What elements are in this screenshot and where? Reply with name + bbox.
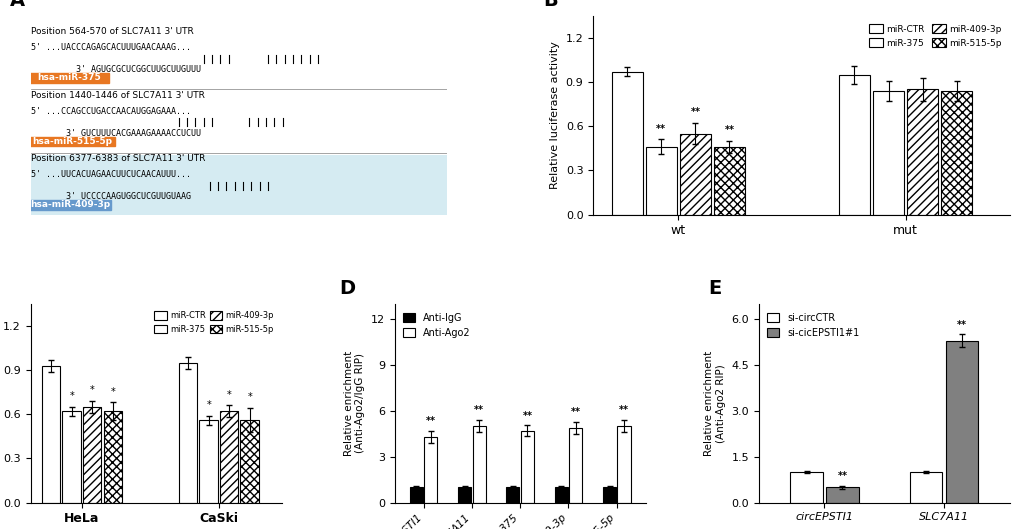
Y-axis label: Relative enrichment
(Anti-Ago2 RIP): Relative enrichment (Anti-Ago2 RIP) <box>703 351 725 456</box>
Legend: si-circCTR, si-cicEPSTI1#1: si-circCTR, si-cicEPSTI1#1 <box>763 309 862 341</box>
Bar <box>472 426 485 503</box>
Bar <box>458 487 471 503</box>
Text: *: * <box>90 385 95 395</box>
Y-axis label: Relative luciferase activity: Relative luciferase activity <box>549 41 559 189</box>
FancyBboxPatch shape <box>30 73 108 83</box>
Bar <box>103 412 122 503</box>
Text: hsa-miR-409-3p: hsa-miR-409-3p <box>31 200 110 209</box>
Legend: miR-CTR, miR-375, miR-409-3p, miR-515-5p: miR-CTR, miR-375, miR-409-3p, miR-515-5p <box>151 308 277 337</box>
Text: A: A <box>10 0 24 10</box>
Bar <box>909 472 942 503</box>
Text: hsa-miR-375: hsa-miR-375 <box>38 74 101 83</box>
Bar <box>839 75 869 215</box>
FancyBboxPatch shape <box>30 200 110 210</box>
Text: 5' ...UUCACUAGAACUUCUCAACAUUU...: 5' ...UUCACUAGAACUUCUCAACAUUU... <box>31 170 191 179</box>
Text: **: ** <box>474 405 484 415</box>
Bar <box>941 91 971 215</box>
Text: 5' ...UACCCAGAGCACUUUGAACAAAG...: 5' ...UACCCAGAGCACUUUGAACAAAG... <box>31 43 191 52</box>
Text: **: ** <box>723 125 734 135</box>
Text: **: ** <box>690 107 700 117</box>
Bar <box>220 412 238 503</box>
Bar <box>83 407 101 503</box>
FancyBboxPatch shape <box>30 154 447 215</box>
Text: *: * <box>110 387 115 397</box>
Bar <box>410 487 423 503</box>
Bar <box>680 134 710 215</box>
Text: hsa-miR-515-5p: hsa-miR-515-5p <box>33 137 112 146</box>
Text: B: B <box>542 0 557 10</box>
FancyBboxPatch shape <box>30 136 115 147</box>
Bar <box>790 472 822 503</box>
Text: E: E <box>708 279 721 298</box>
Bar <box>713 147 744 215</box>
Text: **: ** <box>571 407 580 417</box>
Bar <box>554 487 568 503</box>
Text: **: ** <box>655 124 665 134</box>
Bar <box>611 72 642 215</box>
Text: *: * <box>226 389 231 399</box>
Text: 3' UCCCCAAGUGGCUCGUUGUAAG: 3' UCCCCAAGUGGCUCGUUGUAAG <box>31 192 191 201</box>
Bar <box>506 487 519 503</box>
Legend: miR-CTR, miR-375, miR-409-3p, miR-515-5p: miR-CTR, miR-375, miR-409-3p, miR-515-5p <box>865 21 1005 51</box>
Text: Position 6377-6383 of SLC7A11 3' UTR: Position 6377-6383 of SLC7A11 3' UTR <box>31 154 205 163</box>
Text: **: ** <box>426 416 435 426</box>
Legend: Anti-IgG, Anti-Ago2: Anti-IgG, Anti-Ago2 <box>399 309 474 341</box>
Bar <box>521 431 533 503</box>
Bar <box>199 420 218 503</box>
Text: **: ** <box>837 471 847 481</box>
Bar <box>178 363 197 503</box>
Bar <box>616 426 630 503</box>
Text: **: ** <box>522 411 532 421</box>
Bar <box>62 412 81 503</box>
Bar <box>569 427 582 503</box>
Text: Position 1440-1446 of SLC7A11 3' UTR: Position 1440-1446 of SLC7A11 3' UTR <box>31 91 204 100</box>
Text: *: * <box>247 393 252 403</box>
Text: *: * <box>69 391 74 401</box>
Bar <box>825 487 858 503</box>
Bar <box>240 420 259 503</box>
Text: D: D <box>339 279 356 298</box>
Y-axis label: Relative enrichment
(Anti-Ago2/IgG RIP): Relative enrichment (Anti-Ago2/IgG RIP) <box>343 351 365 456</box>
Text: 3' AGUGCGCUCGGCUUGCUUGUUU: 3' AGUGCGCUCGGCUUGCUUGUUU <box>31 65 201 74</box>
Bar <box>907 89 937 215</box>
Bar <box>872 91 903 215</box>
Bar <box>424 437 437 503</box>
Bar <box>945 341 977 503</box>
Bar <box>645 147 676 215</box>
Text: **: ** <box>619 405 629 415</box>
Bar <box>42 366 60 503</box>
Text: **: ** <box>956 320 966 330</box>
Text: *: * <box>206 400 211 410</box>
Text: Position 564-570 of SLC7A11 3' UTR: Position 564-570 of SLC7A11 3' UTR <box>31 28 194 37</box>
Text: 3' GUCUUUCACGAAAGAAAACCUCUU: 3' GUCUUUCACGAAAGAAAACCUCUU <box>31 129 201 138</box>
Bar <box>602 487 615 503</box>
Text: 5' ...CCAGCCUGACCAACAUGGAGAAA...: 5' ...CCAGCCUGACCAACAUGGAGAAA... <box>31 107 191 116</box>
